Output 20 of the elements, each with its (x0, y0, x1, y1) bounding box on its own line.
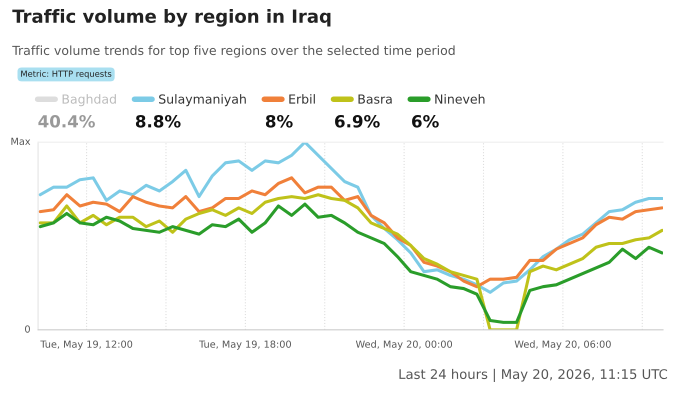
text: Metric: HTTP requests (21, 70, 112, 78)
text: 40.4% (38, 114, 95, 128)
text: Last 24 hours | May 20, 2026, 11:15 UTC (399, 368, 668, 382)
text: 6% (412, 114, 439, 128)
x-tick-label: Tue, May 19, 18:00 (199, 340, 291, 350)
text: Max (11, 138, 30, 145)
text: 6.9% (335, 114, 380, 128)
text: 0 (25, 325, 30, 333)
legend-label: Sulaymaniyah (159, 94, 246, 106)
text: 8% (266, 114, 293, 128)
legend-label: Nineveh (435, 94, 484, 104)
x-tick-label: Tue, May 19, 12:00 (40, 340, 132, 350)
x-tick-label: Wed, May 20, 06:00 (514, 340, 611, 350)
x-tick-label: Wed, May 20, 00:00 (356, 340, 452, 350)
legend-label: Erbil (289, 94, 315, 104)
text: 8.8% (136, 114, 181, 128)
legend-label: Basra (358, 94, 392, 104)
chart-subtitle: Traffic volume trends for top five regions over the selected time period (12, 45, 455, 58)
chart-title: Traffic volume by region in Iraq (12, 9, 330, 27)
legend-label: Baghdad (62, 94, 116, 106)
